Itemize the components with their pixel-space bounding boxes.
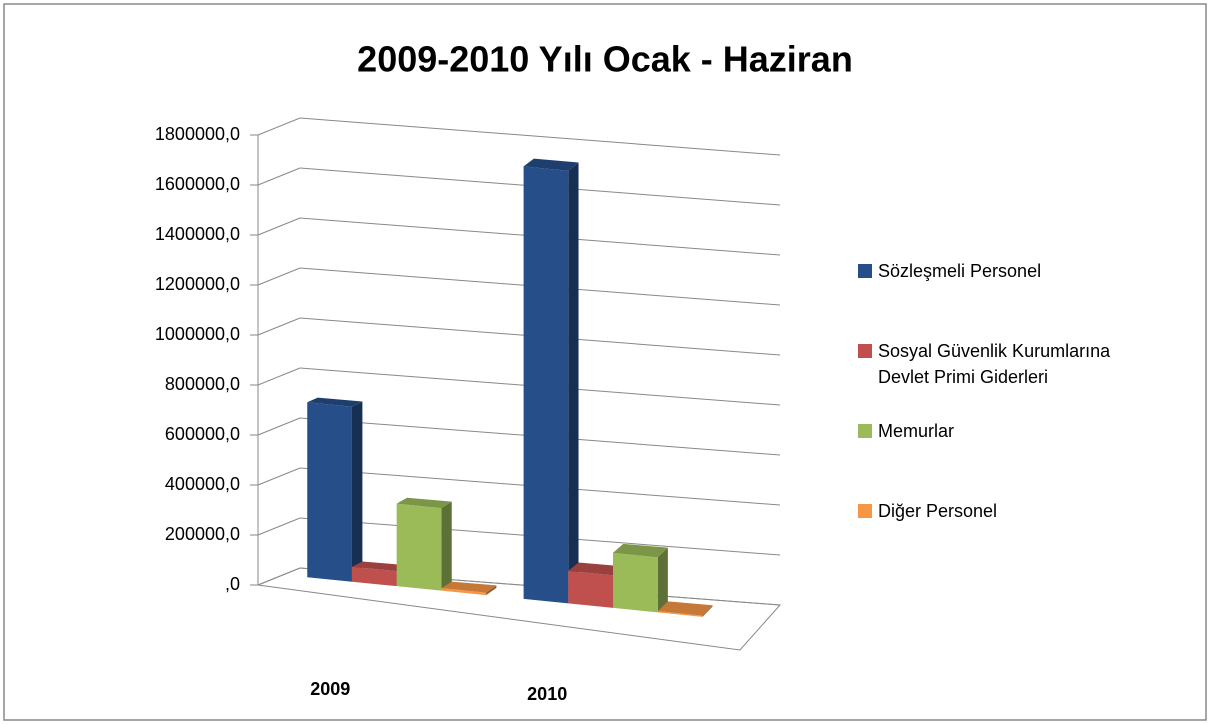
bar-front <box>307 402 352 582</box>
bar-side <box>351 401 363 582</box>
grid-line <box>257 517 301 536</box>
legend-item: Sosyal Güvenlik Kurumlarına Devlet Primi… <box>858 338 1158 390</box>
legend-label: Sözleşmeli Personel <box>878 261 1042 281</box>
x-tick-label: 2009 <box>310 679 350 699</box>
legend-item: Diğer Personel <box>858 498 1158 524</box>
y-tick-label: 600000,0 <box>165 424 240 444</box>
y-tick-label: 1400000,0 <box>155 224 240 244</box>
grid-line <box>257 567 301 586</box>
legend-item: Sözleşmeli Personel <box>858 258 1158 284</box>
x-tick-label: 2010 <box>527 684 567 704</box>
legend-label: Memurlar <box>878 421 955 441</box>
y-tick-label: 800000,0 <box>165 374 240 394</box>
grid-line <box>257 217 301 236</box>
bar-top <box>657 601 713 616</box>
bar-front <box>523 166 569 604</box>
bar-top <box>568 562 624 576</box>
y-tick-label: 1000000,0 <box>155 324 240 344</box>
y-tick-label: 400000,0 <box>165 474 240 494</box>
bar-top <box>396 497 452 509</box>
legend-swatch <box>858 504 872 518</box>
bar-top <box>523 158 579 171</box>
bar-front <box>441 588 487 596</box>
grid-line <box>257 467 301 486</box>
legend-label: Diğer Personel <box>878 501 998 521</box>
bar-front <box>351 566 397 587</box>
grid-line <box>257 317 301 336</box>
grid-line <box>257 167 301 186</box>
legend-swatch <box>858 264 872 278</box>
y-tick-label: ,0 <box>225 574 240 594</box>
grid-line <box>257 417 301 436</box>
y-tick-label: 1800000,0 <box>155 124 240 144</box>
bar-top <box>441 581 497 593</box>
y-tick-label: 1200000,0 <box>155 274 240 294</box>
y-tick-label: 1600000,0 <box>155 174 240 194</box>
bar-side <box>657 547 668 613</box>
bar-top <box>307 397 363 407</box>
y-tick-label: 200000,0 <box>165 524 240 544</box>
bar-front <box>396 503 442 591</box>
bar-side <box>702 605 713 617</box>
grid-line <box>257 367 301 386</box>
bar-top <box>613 543 668 558</box>
bar-side <box>486 585 497 596</box>
legend-swatch <box>858 344 872 358</box>
chart-title: 2009-2010 Yılı Ocak - Haziran <box>357 39 853 80</box>
bar-front <box>657 611 703 617</box>
legend-swatch <box>858 424 872 438</box>
bar-top <box>351 561 408 572</box>
bar-side <box>441 501 452 591</box>
legend-item: Memurlar <box>858 418 1158 444</box>
grid-line <box>257 117 301 136</box>
bar-side <box>568 162 579 604</box>
bar-front <box>568 570 614 608</box>
legend-label: Sosyal Güvenlik Kurumlarına Devlet Primi… <box>878 341 1111 387</box>
grid-line <box>299 117 781 156</box>
grid-line <box>257 267 301 286</box>
bar-front <box>613 552 658 613</box>
